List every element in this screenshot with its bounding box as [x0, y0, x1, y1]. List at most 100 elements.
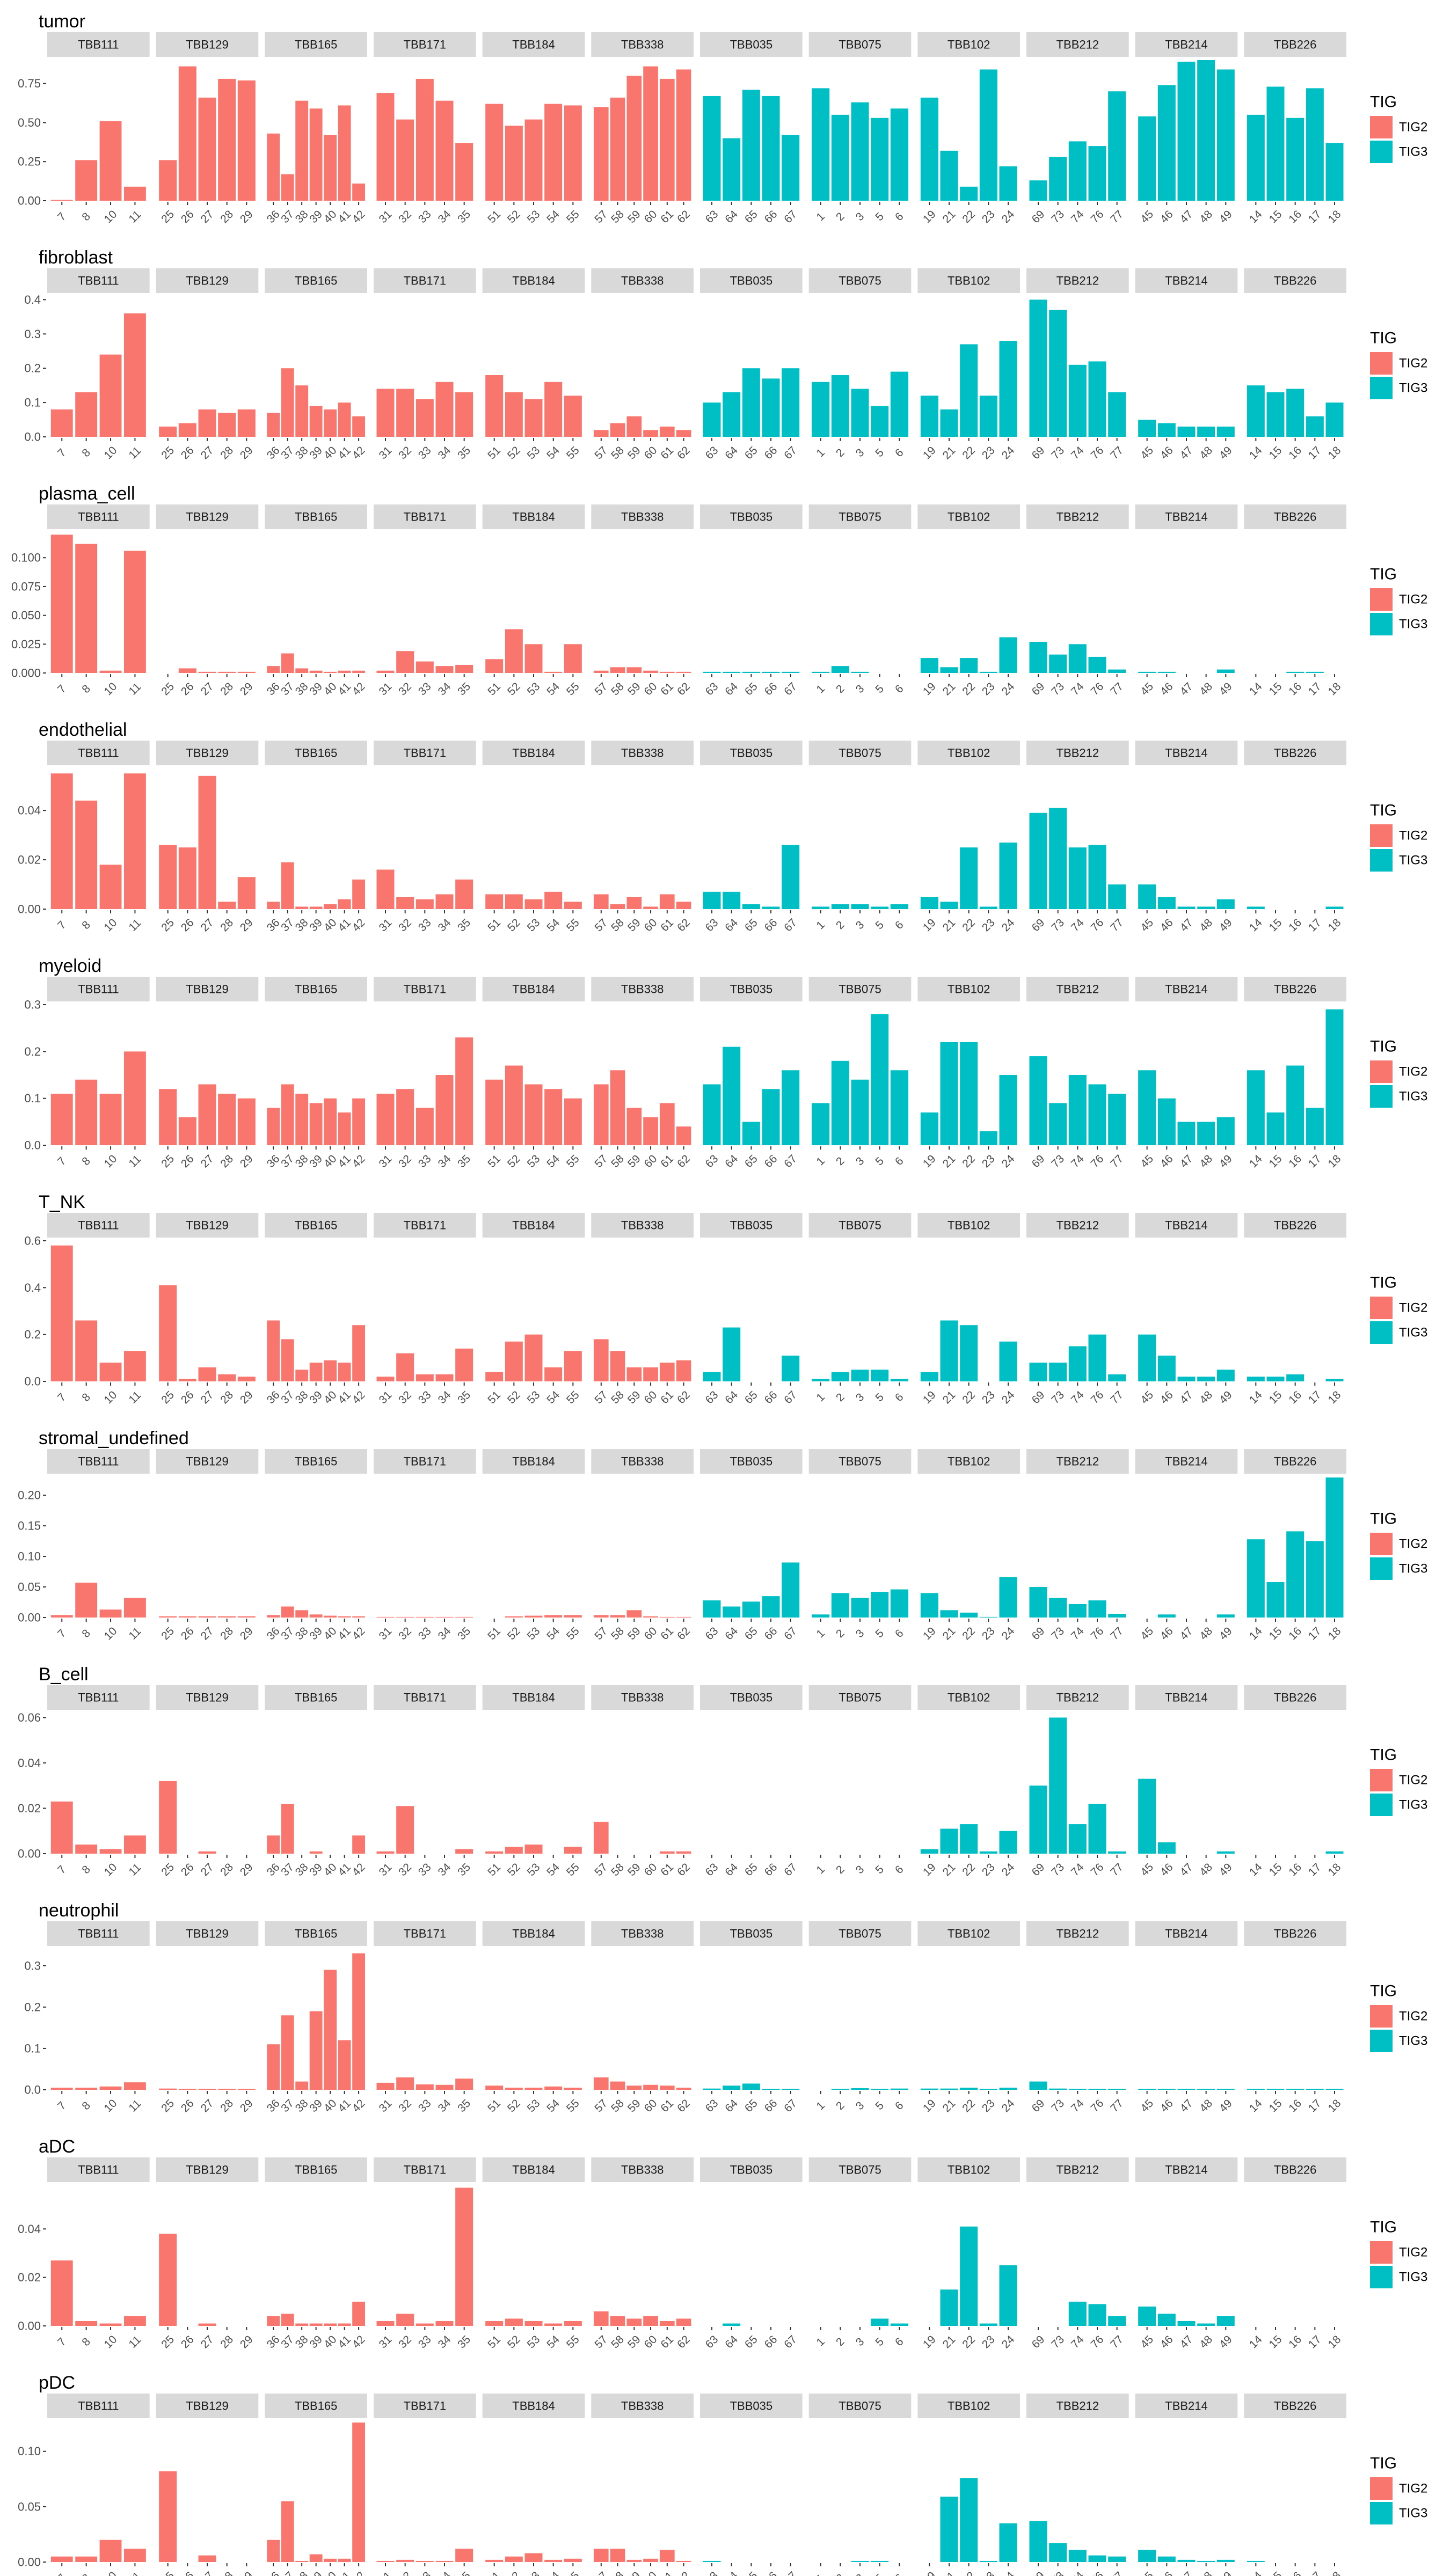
- x-tick-label: 77: [1108, 2333, 1126, 2351]
- bar: [676, 902, 691, 909]
- bar: [676, 671, 691, 673]
- x-tick-label: 14: [1247, 1624, 1265, 1642]
- x-tick-label: 42: [350, 2097, 368, 2115]
- x-tick-label: 47: [1178, 444, 1196, 462]
- facet-strip: [265, 1921, 367, 1946]
- bar: [1088, 656, 1106, 673]
- facet-strip: [265, 2394, 367, 2418]
- facet-strip: [808, 741, 912, 765]
- x-tick-label: 27: [199, 1861, 216, 1879]
- x-tick-label: 54: [544, 1388, 562, 1406]
- x-tick-label: 2: [834, 1863, 847, 1877]
- x-tick-label: 59: [625, 444, 643, 462]
- bar: [435, 382, 454, 437]
- x-tick-label: 26: [179, 1153, 196, 1170]
- facet-strip-label: TBB338: [621, 2399, 664, 2413]
- bar: [871, 1370, 889, 1381]
- facet-strip: [808, 504, 912, 529]
- y-tick-label: 0.0: [24, 1375, 41, 1388]
- x-tick-label: 58: [609, 2097, 626, 2115]
- bar: [703, 96, 721, 201]
- bar: [1157, 2314, 1176, 2326]
- facet-strip-label: TBB338: [621, 1691, 664, 1704]
- bar: [1068, 364, 1087, 437]
- bar: [324, 1970, 337, 2090]
- y-tick-label: 0.2: [24, 2000, 41, 2014]
- row-title: tumor: [39, 11, 85, 32]
- bar: [1247, 1377, 1265, 1381]
- x-tick-label: 32: [396, 2570, 414, 2576]
- x-tick-label: 63: [703, 917, 721, 934]
- bar: [338, 2558, 351, 2562]
- bar: [960, 658, 978, 673]
- bar: [1068, 644, 1087, 673]
- x-tick-label: 65: [742, 917, 760, 934]
- x-tick-label: 33: [416, 1153, 434, 1170]
- y-tick-label: 0.00: [18, 2319, 41, 2333]
- facet-strip-label: TBB111: [78, 2399, 119, 2413]
- bar: [676, 1360, 691, 1381]
- x-tick-label: 23: [980, 1153, 997, 1170]
- bar: [1108, 884, 1126, 909]
- x-tick-label: 60: [642, 444, 660, 462]
- facet-strip: [808, 1449, 912, 1474]
- x-tick-label: 66: [762, 1153, 780, 1170]
- x-tick-label: 58: [609, 2333, 626, 2351]
- x-tick-label: 63: [703, 1861, 721, 1879]
- bar: [281, 653, 294, 673]
- x-tick-label: 48: [1197, 1861, 1215, 1879]
- y-tick-label: 0.10: [18, 1550, 41, 1563]
- bar: [782, 135, 800, 201]
- facet-strip-label: TBB214: [1165, 2399, 1208, 2413]
- legend-key: [1370, 352, 1393, 375]
- x-tick-label: 65: [742, 2333, 760, 2351]
- x-tick-label: 59: [625, 2570, 643, 2576]
- bar: [352, 2301, 366, 2326]
- x-tick-label: 77: [1108, 1625, 1126, 1643]
- facet-strip: [1244, 1213, 1346, 1238]
- facet-strip: [265, 741, 367, 765]
- x-tick-label: 47: [1178, 1389, 1196, 1407]
- facet-strip: [591, 977, 694, 1001]
- x-tick-label: 49: [1217, 1861, 1235, 1879]
- bar: [159, 160, 177, 201]
- bar: [324, 135, 337, 201]
- x-tick-label: 33: [416, 1625, 434, 1643]
- x-tick-label: 22: [960, 444, 978, 462]
- x-tick-label: 23: [980, 444, 997, 462]
- facet-strip-label: TBB171: [404, 2163, 447, 2177]
- facet-strip: [156, 2157, 259, 2182]
- y-tick-label: 0.1: [24, 396, 41, 409]
- legend-label: TIG2: [1399, 1065, 1427, 1079]
- facet-strip: [374, 2394, 476, 2418]
- bar: [505, 2556, 523, 2562]
- facet-strip: [374, 1921, 476, 1946]
- x-tick-label: 73: [1049, 1389, 1067, 1407]
- facet-strip: [482, 977, 585, 1001]
- bar: [505, 2088, 523, 2090]
- bar: [1177, 2089, 1196, 2090]
- x-tick-label: 42: [350, 1153, 368, 1170]
- x-tick-label: 47: [1178, 2097, 1196, 2115]
- bar: [851, 2560, 869, 2562]
- bar: [1088, 1084, 1106, 1145]
- x-tick-label: 15: [1267, 1153, 1285, 1170]
- x-tick-label: 21: [941, 444, 958, 462]
- x-tick-label: 21: [941, 208, 958, 226]
- x-tick-label: 26: [179, 2097, 196, 2115]
- x-tick-label: 3: [854, 1627, 867, 1641]
- bar: [610, 667, 625, 673]
- facet-strip: [156, 1213, 259, 1238]
- facet-strip: [374, 1449, 476, 1474]
- bar: [703, 671, 721, 673]
- facet-strip: [1135, 2157, 1238, 2182]
- bar: [659, 1616, 675, 1618]
- bar: [237, 80, 256, 201]
- x-tick-label: 32: [396, 1389, 414, 1407]
- bar: [920, 2088, 938, 2090]
- x-tick-label: 16: [1286, 1861, 1304, 1879]
- y-tick-label: 0.0: [24, 430, 41, 444]
- x-tick-label: 6: [893, 1155, 906, 1168]
- facet-strip: [1244, 1449, 1346, 1474]
- facet-strip: [265, 1213, 367, 1238]
